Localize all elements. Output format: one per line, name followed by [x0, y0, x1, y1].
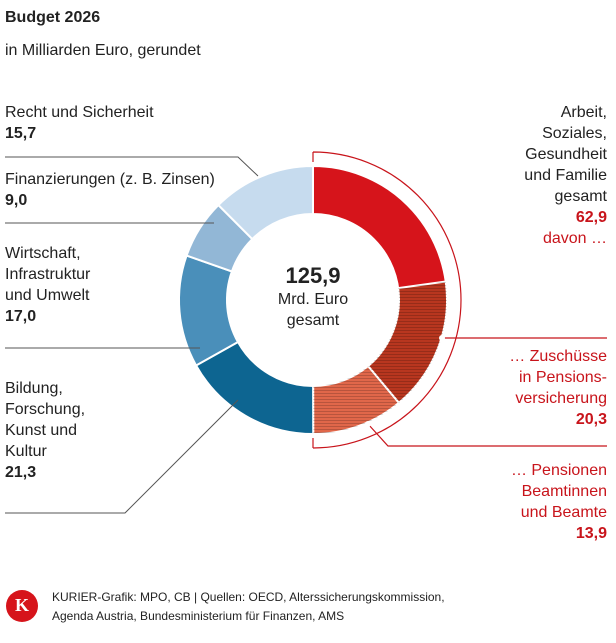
leader	[367, 423, 607, 447]
donut	[178, 164, 449, 436]
leader-dot	[439, 335, 445, 341]
label: Finanzierungen (z. B. Zinsen)	[5, 171, 215, 188]
label: in Pensions-	[519, 369, 607, 386]
value-label: 9,0	[5, 192, 27, 209]
value-label: 62,9	[576, 209, 607, 226]
source: KURIER-Grafik: MPO, CB | Quellen: OECD, …	[52, 590, 445, 604]
total: 125,9	[285, 263, 340, 288]
label: und Familie	[524, 167, 607, 184]
value-label: 17,0	[5, 308, 36, 325]
title: Budget 2026	[5, 9, 100, 26]
label: Forschung,	[5, 401, 85, 418]
label: gesamt	[555, 188, 608, 205]
label: Kultur	[5, 443, 47, 460]
label: Infrastruktur	[5, 266, 91, 283]
note: davon …	[543, 230, 607, 247]
label: Gesundheit	[525, 146, 607, 163]
label: … Zuschüsse	[509, 348, 607, 365]
value-label: 20,3	[576, 411, 607, 428]
label: Beamtinnen	[522, 483, 607, 500]
hatch	[368, 281, 447, 403]
subtitle: in Milliarden Euro, gerundet	[5, 42, 201, 59]
logo	[6, 590, 38, 622]
label: und Umwelt	[5, 287, 90, 304]
bracket	[312, 151, 462, 449]
value-label: 21,3	[5, 464, 36, 481]
center-text: gesamt	[287, 312, 340, 329]
label: Recht und Sicherheit	[5, 104, 154, 121]
value-label: 13,9	[576, 525, 607, 542]
center-text: Mrd. Euro	[278, 291, 348, 308]
value-label: 15,7	[5, 125, 36, 142]
leader	[5, 399, 239, 514]
logo-text: K	[15, 595, 29, 615]
label: und Beamte	[521, 504, 607, 521]
label: Bildung,	[5, 380, 63, 397]
leader	[5, 156, 259, 177]
label: Wirtschaft,	[5, 245, 81, 262]
label: Arbeit,	[561, 104, 607, 121]
leader-dot	[365, 421, 371, 427]
donut-segment	[217, 164, 314, 241]
label: … Pensionen	[511, 462, 607, 479]
label: Kunst und	[5, 422, 77, 439]
label: Soziales,	[542, 125, 607, 142]
source: Agenda Austria, Bundesministerium für Fi…	[52, 609, 344, 623]
hatch	[313, 365, 399, 434]
label: versicherung	[515, 390, 607, 407]
